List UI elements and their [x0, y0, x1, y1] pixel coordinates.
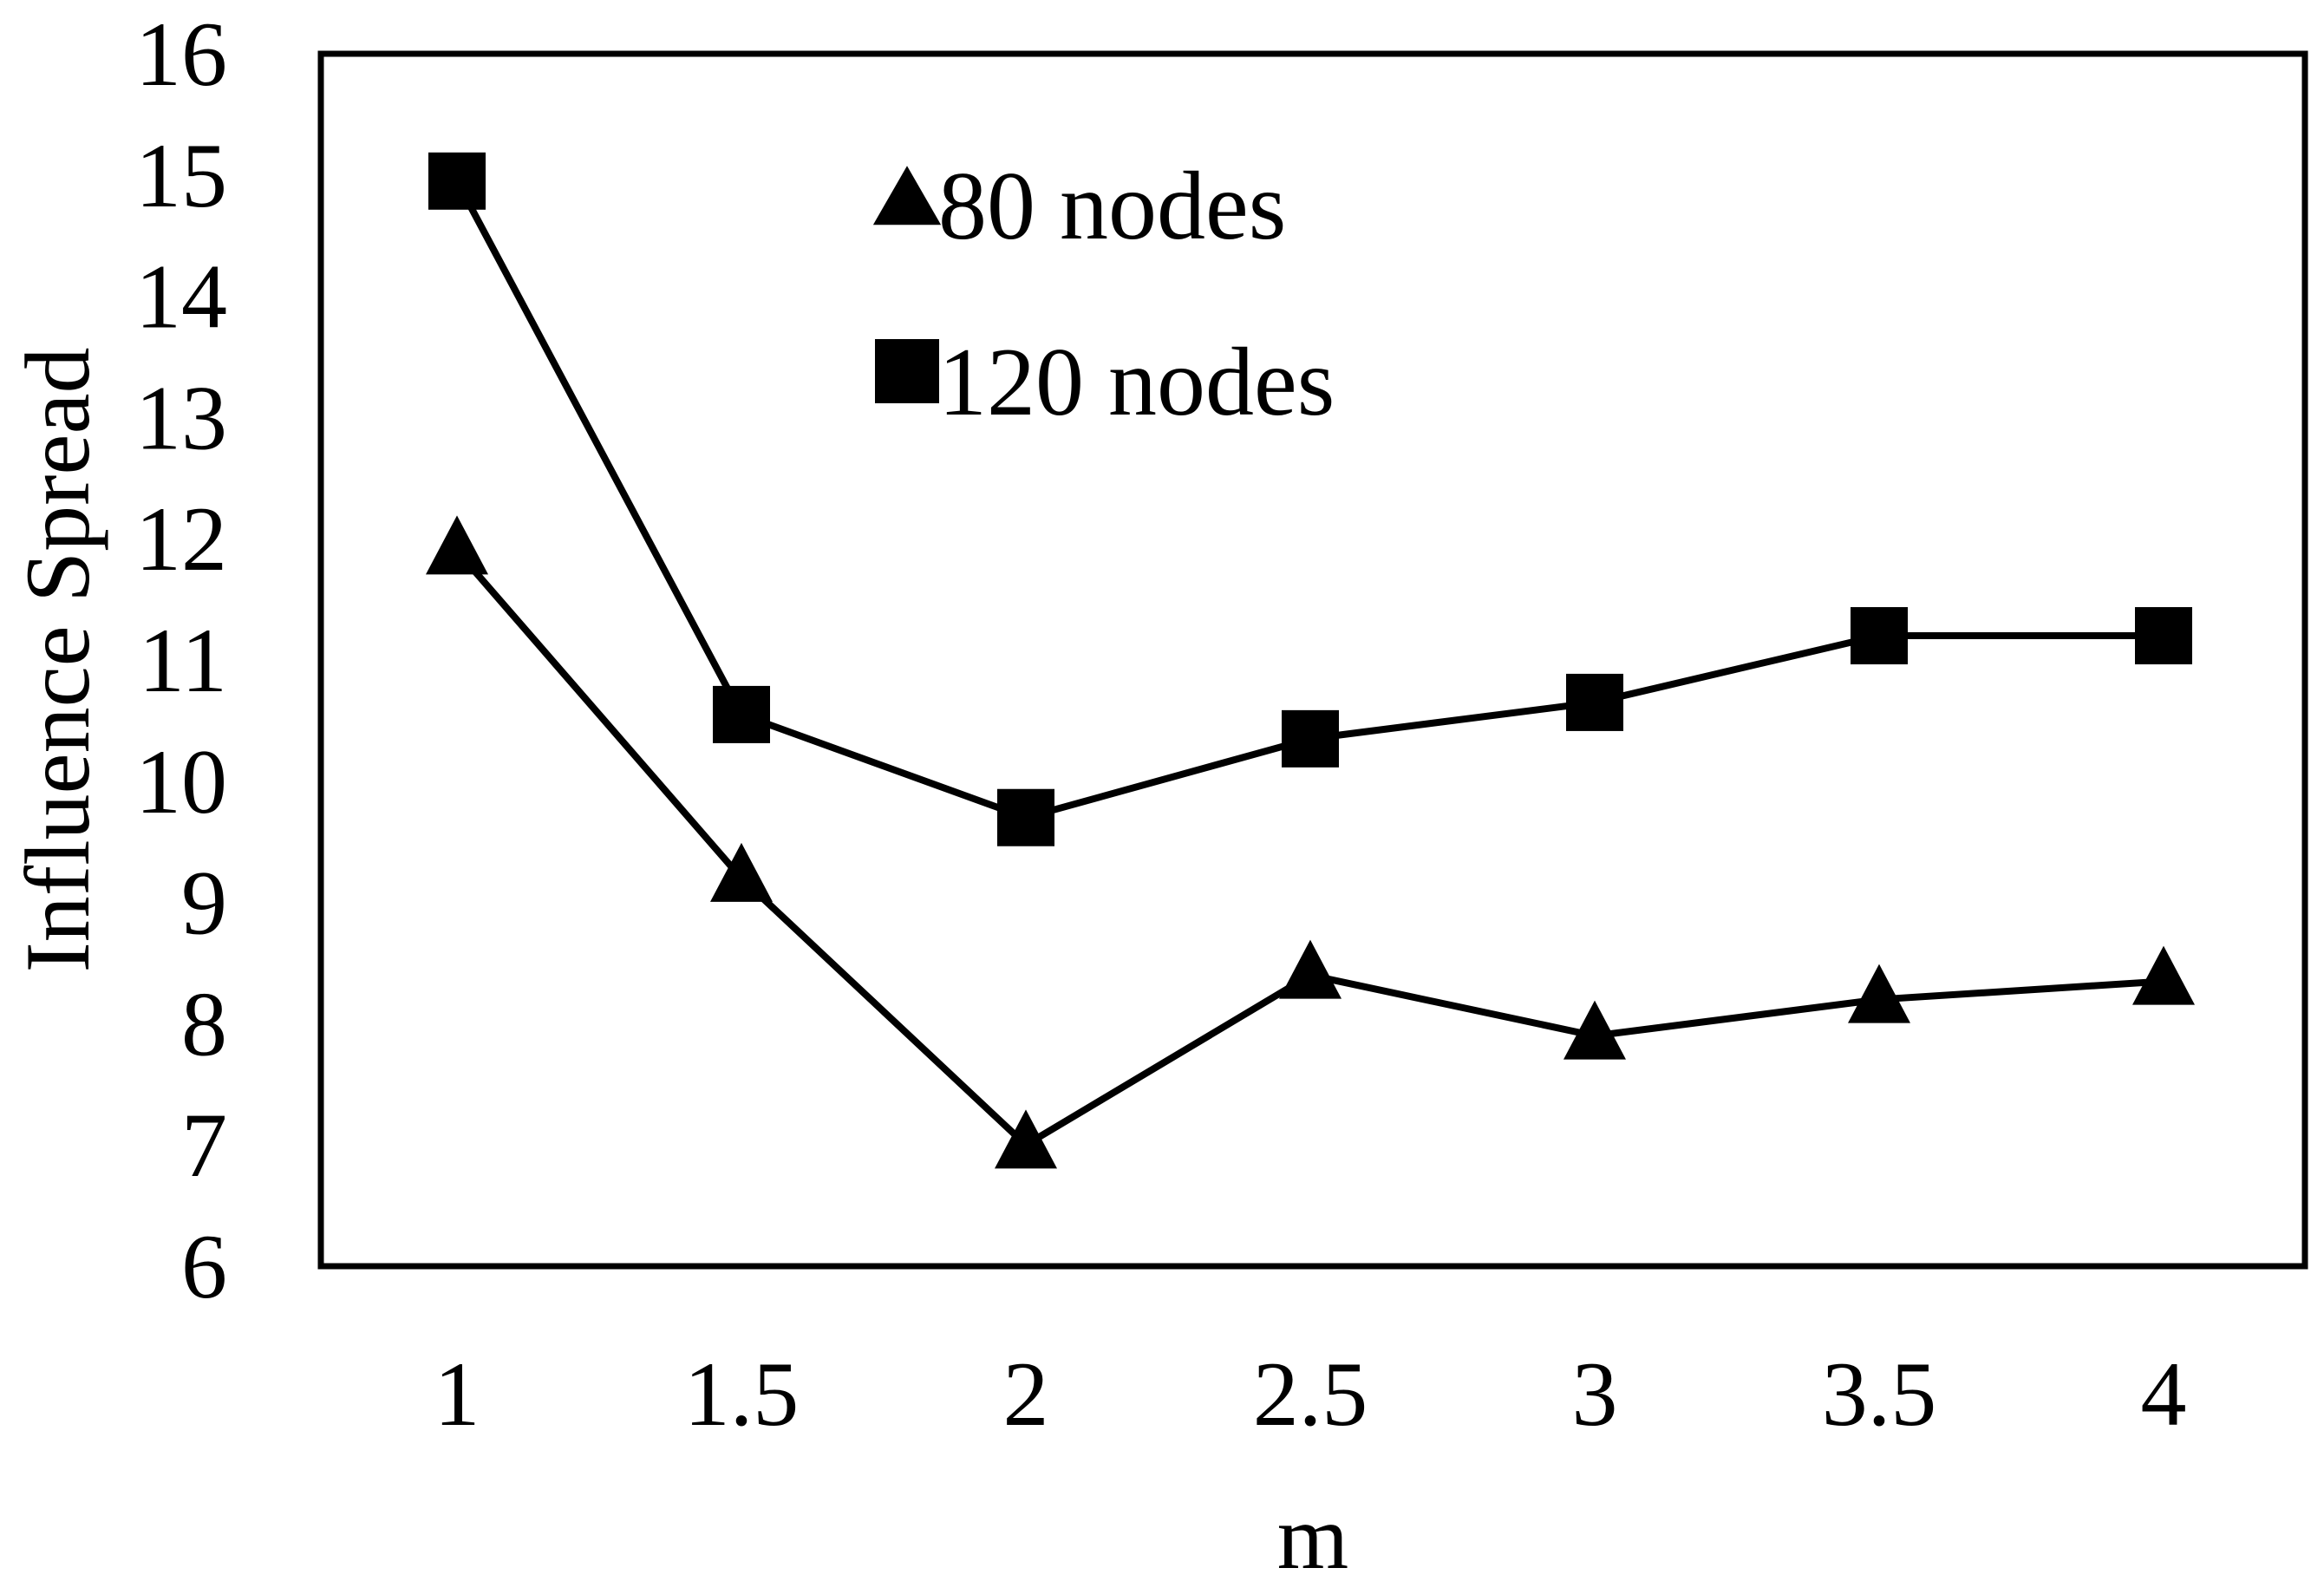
series-80-nodes [426, 515, 2195, 1169]
data-point-120-nodes [1282, 709, 1339, 768]
y-tick-label: 11 [139, 610, 227, 711]
data-point-80-nodes [710, 842, 773, 902]
y-tick-label: 7 [181, 1094, 227, 1196]
y-axis-title: Influence Spread [7, 347, 108, 972]
x-tick-label: 2 [1003, 1343, 1049, 1445]
data-point-80-nodes [426, 515, 488, 575]
x-tick-label: 4 [2141, 1343, 2187, 1445]
x-tick-label: 1.5 [684, 1343, 800, 1445]
y-tick-label: 12 [135, 488, 227, 590]
legend-label-80-nodes: 80 nodes [938, 153, 1286, 260]
y-tick-label: 14 [135, 246, 227, 348]
data-point-80-nodes [995, 1109, 1057, 1169]
data-point-80-nodes [1563, 1000, 1626, 1060]
data-point-120-nodes [2135, 607, 2192, 665]
x-tick-label: 3.5 [1822, 1343, 1937, 1445]
plot-area-border [317, 50, 2308, 1270]
legend-label-120-nodes: 120 nodes [938, 329, 1335, 436]
legend: 80 nodes 120 nodes [872, 153, 1335, 436]
legend-item-120-nodes: 120 nodes [875, 329, 1335, 436]
y-tick-label: 6 [181, 1216, 227, 1317]
y-tick-label: 15 [135, 125, 227, 226]
y-tick-label: 16 [135, 3, 227, 105]
data-point-80-nodes [1848, 964, 1910, 1023]
x-tick-label: 2.5 [1253, 1343, 1368, 1445]
data-point-80-nodes [1279, 939, 1342, 999]
series-layer [426, 152, 2195, 1169]
data-point-120-nodes [713, 685, 770, 743]
data-point-80-nodes [2132, 945, 2195, 1005]
legend-marker-80-nodes [872, 166, 942, 225]
y-tick-label: 13 [135, 367, 227, 468]
x-axis-tick-labels: 1 1.5 2 2.5 3 3.5 4 [434, 1343, 2187, 1445]
data-point-120-nodes [997, 788, 1054, 846]
x-tick-label: 3 [1572, 1343, 1618, 1445]
y-axis-tick-labels: 6 7 8 9 10 11 12 13 14 15 16 [135, 3, 227, 1317]
y-tick-label: 9 [181, 853, 227, 954]
data-point-120-nodes [428, 152, 486, 210]
x-tick-label: 1 [434, 1343, 480, 1445]
x-axis-title: m [1277, 1486, 1348, 1581]
legend-marker-120-nodes [875, 339, 939, 403]
data-point-120-nodes [1851, 607, 1908, 665]
series-120-nodes [428, 152, 2192, 846]
legend-item-80-nodes: 80 nodes [872, 153, 1286, 260]
data-point-120-nodes [1566, 673, 1623, 731]
y-tick-label: 8 [181, 973, 227, 1075]
y-tick-label: 10 [135, 731, 227, 833]
